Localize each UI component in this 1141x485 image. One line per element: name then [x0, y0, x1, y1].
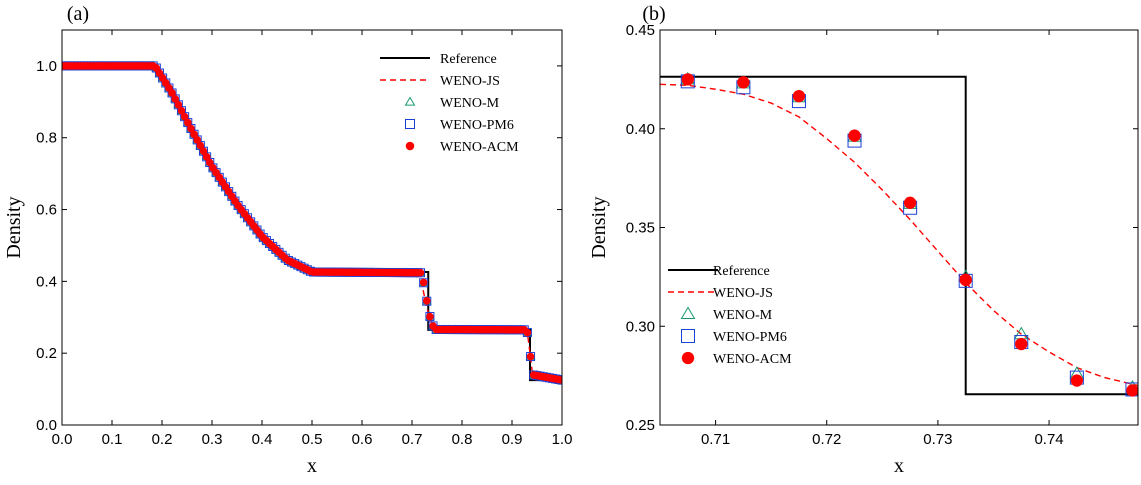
x-tick-label-a: 0.8 — [452, 431, 473, 448]
marker-weno-acm-a — [526, 352, 535, 361]
marker-weno-acm-a — [199, 147, 208, 156]
plot-area-a — [62, 60, 562, 385]
x-tick-label-a: 1.0 — [552, 431, 573, 448]
y-tick-label-b: 0.30 — [626, 318, 655, 335]
y-tick-label-b: 0.35 — [626, 220, 655, 237]
y-tick-label-a: 0.2 — [36, 345, 57, 362]
y-axis-label-a: Density — [3, 196, 25, 258]
marker-weno-acm-b — [792, 89, 806, 103]
legend-label-weno-js: WENO-JS — [440, 74, 500, 89]
panel-a: (a) 0.0 0.1 0.2 0.3 0.4 0.5 0.6 0.7 0.8 0.9 1.0 0.0 0… — [3, 3, 572, 477]
x-tick-label-a: 0.1 — [102, 431, 123, 448]
x-tick-label-b: 0.72 — [812, 431, 841, 448]
y-tick-label-a: 0.6 — [36, 202, 57, 219]
marker-weno-acm-a — [196, 141, 205, 150]
panel-label-b: (b) — [642, 3, 665, 25]
plot-frame-b — [659, 29, 1139, 426]
marker-weno-pm6-a — [526, 352, 536, 362]
marker-weno-acm-a — [168, 89, 176, 97]
legend-swatch-weno-m — [680, 306, 696, 320]
y-tick-label-b: 0.45 — [626, 22, 655, 39]
x-tick-label-a: 0.5 — [302, 431, 323, 448]
marker-weno-acm-a — [416, 268, 425, 277]
x-tick-label-a: 0.3 — [202, 431, 223, 448]
plot-frame-a — [61, 29, 563, 426]
panel-b: (b) 0.71 0.72 0.73 0.74 0.25 0.30 0.35 0.40 0.45 x… — [588, 3, 1139, 477]
legend-label-weno-pm6: WENO-PM6 — [713, 330, 787, 345]
marker-weno-acm-a — [419, 278, 428, 287]
legend-a: Reference WENO-JS WENO-M WENO-PM6 WENO-ACM — [380, 52, 519, 155]
marker-weno-acm-a — [180, 112, 189, 121]
marker-weno-acm-a — [426, 312, 434, 321]
legend-b: Reference WENO-JS WENO-M WENO-PM6 WENO-ACM — [668, 264, 792, 367]
x-tick-label-a: 0.7 — [402, 431, 423, 448]
marker-weno-acm-a — [202, 153, 211, 161]
series-weno-js-b — [660, 83, 1138, 387]
marker-weno-acm-b — [1015, 337, 1028, 351]
y-tick-label-a: 0.0 — [36, 417, 57, 434]
y-axis-label-b: Density — [588, 196, 610, 258]
x-tick-label-a: 0.4 — [252, 431, 273, 448]
legend-label-weno-acm: WENO-ACM — [713, 352, 792, 367]
legend-swatch-weno-acm — [405, 141, 415, 151]
legend-label-weno-m: WENO-M — [440, 96, 500, 111]
legend-label-reference: Reference — [713, 264, 770, 279]
x-tick-label-a: 0.6 — [352, 431, 373, 448]
y-tick-label-a: 0.8 — [36, 130, 57, 147]
legend-swatch-weno-pm6 — [405, 119, 415, 129]
y-tick-label-b: 0.40 — [626, 121, 655, 138]
panel-label-a: (a) — [67, 3, 89, 25]
legend-swatch-weno-acm — [681, 351, 695, 365]
marker-weno-acm-b — [959, 273, 972, 287]
y-tick-label-a: 1.0 — [36, 58, 57, 75]
x-tick-label-b: 0.71 — [701, 431, 730, 448]
marker-weno-acm-a — [558, 376, 562, 384]
legend-label-reference: Reference — [440, 52, 497, 67]
y-tick-label-a: 0.4 — [36, 273, 57, 290]
marker-weno-acm-a — [190, 130, 198, 139]
marker-weno-acm-b — [903, 196, 917, 209]
x-axis-label-a: x — [307, 455, 317, 477]
x-tick-label-a: 0.2 — [152, 431, 173, 448]
legend-label-weno-acm: WENO-ACM — [440, 140, 519, 155]
x-tick-label-b: 0.74 — [1034, 431, 1063, 448]
marker-weno-acm-b — [1070, 374, 1084, 387]
plot-area-b — [660, 71, 1138, 397]
x-axis-label-b: x — [894, 455, 904, 477]
marker-weno-acm-b — [848, 129, 861, 142]
series-reference-b — [660, 75, 1138, 396]
marker-weno-acm-b — [681, 73, 694, 86]
marker-weno-acm-a — [174, 101, 183, 109]
legend-label-weno-m: WENO-M — [713, 308, 773, 323]
marker-weno-acm-a — [193, 136, 202, 144]
marker-weno-acm-a — [523, 328, 532, 337]
marker-weno-acm-b — [1126, 384, 1138, 397]
legend-swatch-weno-pm6 — [681, 329, 695, 343]
marker-weno-acm-a — [183, 118, 192, 127]
marker-weno-acm-a — [187, 124, 195, 133]
legend-swatch-weno-m — [404, 96, 416, 106]
legend-label-weno-js: WENO-JS — [713, 286, 773, 301]
x-tick-label-a: 0.9 — [502, 431, 523, 448]
legend-label-weno-pm6: WENO-PM6 — [440, 118, 514, 133]
marker-weno-acm-a — [422, 296, 431, 305]
marker-weno-acm-b — [737, 76, 750, 89]
x-tick-label-a: 0.0 — [52, 431, 73, 448]
y-tick-label-b: 0.25 — [626, 417, 655, 434]
x-tick-label-b: 0.73 — [923, 431, 952, 448]
marker-weno-acm-a — [171, 95, 180, 103]
marker-weno-acm-a — [177, 106, 186, 115]
